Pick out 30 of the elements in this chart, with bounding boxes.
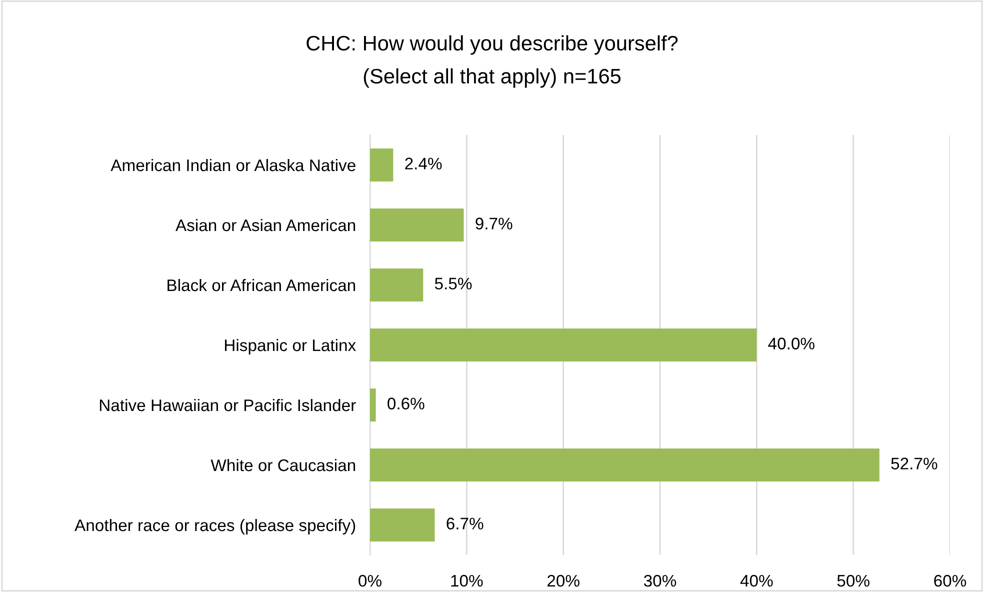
data-label: 2.4% xyxy=(405,158,442,170)
bar xyxy=(370,388,376,422)
data-label: 6.7% xyxy=(446,518,484,530)
chart-subtitle: (Select all that apply) n=165 xyxy=(364,68,621,88)
bar xyxy=(370,148,394,182)
y-tick-label: Asian or Asian American xyxy=(176,218,356,232)
x-tick-label: 20% xyxy=(547,574,580,587)
bar xyxy=(370,508,435,542)
bar xyxy=(370,208,464,242)
bar xyxy=(370,328,757,362)
x-tick-label: 60% xyxy=(934,574,966,587)
y-tick-label: White or Caucasian xyxy=(210,458,356,472)
y-tick-label: Black or African American xyxy=(168,278,356,292)
y-tick-label: Hispanic or Latinx xyxy=(225,338,356,354)
bar xyxy=(370,268,424,302)
data-label: 5.5% xyxy=(434,278,472,290)
x-tick-label: 10% xyxy=(451,574,483,587)
y-tick-label: American Indian or Alaska Native xyxy=(110,158,356,172)
data-label: 52.7% xyxy=(891,458,938,470)
bar xyxy=(370,448,880,482)
x-tick-label: 30% xyxy=(644,574,676,587)
data-label: 0.6% xyxy=(388,398,424,410)
x-tick-label: 50% xyxy=(837,574,870,587)
y-tick-label: Native Hawaiian or Pacific Islander xyxy=(100,398,356,412)
x-tick-label: 0% xyxy=(358,574,382,587)
y-tick-label: Another race or races (please specify) xyxy=(74,518,356,534)
data-label: 40.0% xyxy=(768,338,814,350)
chart-title: CHC: How would you describe yourself? xyxy=(306,35,678,55)
data-label: 9.7% xyxy=(476,218,512,230)
x-tick-label: 40% xyxy=(740,574,773,587)
